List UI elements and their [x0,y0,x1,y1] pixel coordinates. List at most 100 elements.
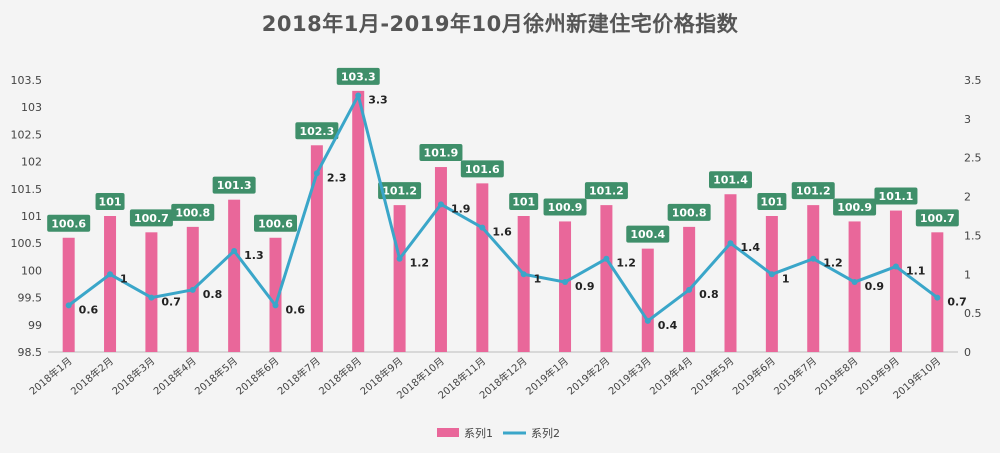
y-left-tick-label: 102 [21,156,42,169]
bar [310,145,323,352]
bar-label-box [509,193,539,210]
y-left-tick-label: 103 [21,101,42,114]
y-left-tick-label: 99 [28,319,42,332]
bar-label-box [47,214,91,232]
bar-label-box [667,203,711,221]
line-data-label: 1.9 [451,202,471,215]
line-point [272,302,279,309]
line-point [851,279,858,286]
y-right-tick-label: 1 [964,268,971,281]
bar-data-label: 100.7 [134,212,169,225]
x-tick-label: 2018年2月 [68,354,116,397]
x-tick-label: 2018年8月 [316,354,364,397]
bar-data-label: 101 [512,196,535,209]
line-point [768,271,775,278]
line-point [231,247,238,254]
line-point [396,255,403,262]
bar-data-label: 101 [99,196,122,209]
x-tick-label: 2018年1月 [27,354,75,397]
line-data-label: 1 [534,272,542,285]
bar [889,210,902,352]
bar-data-label: 100.7 [920,212,955,225]
bar [62,237,75,352]
line-data-label: 0.6 [286,303,306,316]
bar-data-label: 103.3 [341,70,376,83]
x-tick-label: 2018年7月 [275,354,323,397]
y-left-tick-label: 102.5 [11,128,43,141]
bar-label-box [212,176,256,194]
bar-label-box [874,187,918,205]
bar [600,205,613,352]
line-data-label: 0.9 [575,280,595,293]
bar-label-box [95,193,125,210]
x-tick-label: 2019年6月 [730,354,778,397]
line-point [148,294,155,301]
bar-data-label: 101.9 [424,147,459,160]
bar-label-box [336,67,380,85]
bar-label-box [626,225,670,243]
bar-data-label: 101.2 [382,185,417,198]
bar-data-label: 100.6 [258,217,293,230]
line-point [603,255,610,262]
line-point [437,201,444,208]
line-data-label: 0.8 [699,288,719,301]
line-point [810,255,817,262]
line-point [520,271,527,278]
line-data-label: 1.3 [244,249,263,262]
bar-label-box [171,203,215,221]
line-data-label: 2.3 [327,171,347,184]
bar-label-box [833,198,877,216]
y-right-tick-label: 3.5 [964,74,982,87]
legend-swatch-bar [437,428,459,437]
line-point [479,224,486,231]
line-data-label: 0.8 [203,288,223,301]
line-data-label: 1.2 [616,257,636,270]
bar [393,205,406,352]
y-right-tick-label: 1.5 [964,229,982,242]
line-point [313,170,320,177]
y-left-tick-label: 103.5 [11,74,43,87]
x-tick-label: 2019年1月 [523,354,571,397]
bar-label-box [378,182,422,200]
bar [269,237,282,352]
bar-data-label: 100.8 [175,206,210,219]
line-data-label: 0.6 [79,303,99,316]
line-point [934,294,941,301]
bar [352,90,365,352]
line-data-label: 0.9 [865,280,885,293]
bar-label-box [543,198,587,216]
bar [931,232,944,352]
bar-label-box [460,160,504,178]
bar-data-label: 102.3 [299,125,334,138]
line-data-label: 1 [782,272,790,285]
bar-data-label: 101 [760,196,783,209]
bar-data-label: 101.2 [796,185,831,198]
line-data-label: 1.1 [906,265,926,278]
y-left-tick-label: 99.5 [18,292,43,305]
series-line [67,94,939,323]
bar-data-label: 100.4 [630,228,665,241]
line-data-label: 1.2 [823,257,843,270]
bar-data-label: 101.3 [217,179,252,192]
y-right-tick-label: 0 [964,346,971,359]
y-left-tick-label: 98.5 [18,346,43,359]
bar-data-label: 101.6 [465,163,500,176]
line-data-label: 0.7 [947,296,967,309]
y-right-tick-label: 2.5 [964,152,982,165]
line-data-label: 1 [120,272,128,285]
bar [434,167,447,352]
y-left-tick-label: 100 [21,264,42,277]
line-data-label: 1.2 [410,257,430,270]
line-point [562,279,569,286]
chart-title: 2018年1月-2019年10月徐州新建住宅价格指数 [261,12,739,36]
bar-label-box [129,209,173,227]
bar-data-label: 100.6 [51,217,86,230]
line-point [686,286,693,293]
line-point [355,92,362,99]
x-tick-label: 2019年3月 [606,354,654,397]
line-point [892,263,899,270]
bar-label-box [757,193,787,210]
x-tick-label: 2019年4月 [647,354,695,397]
